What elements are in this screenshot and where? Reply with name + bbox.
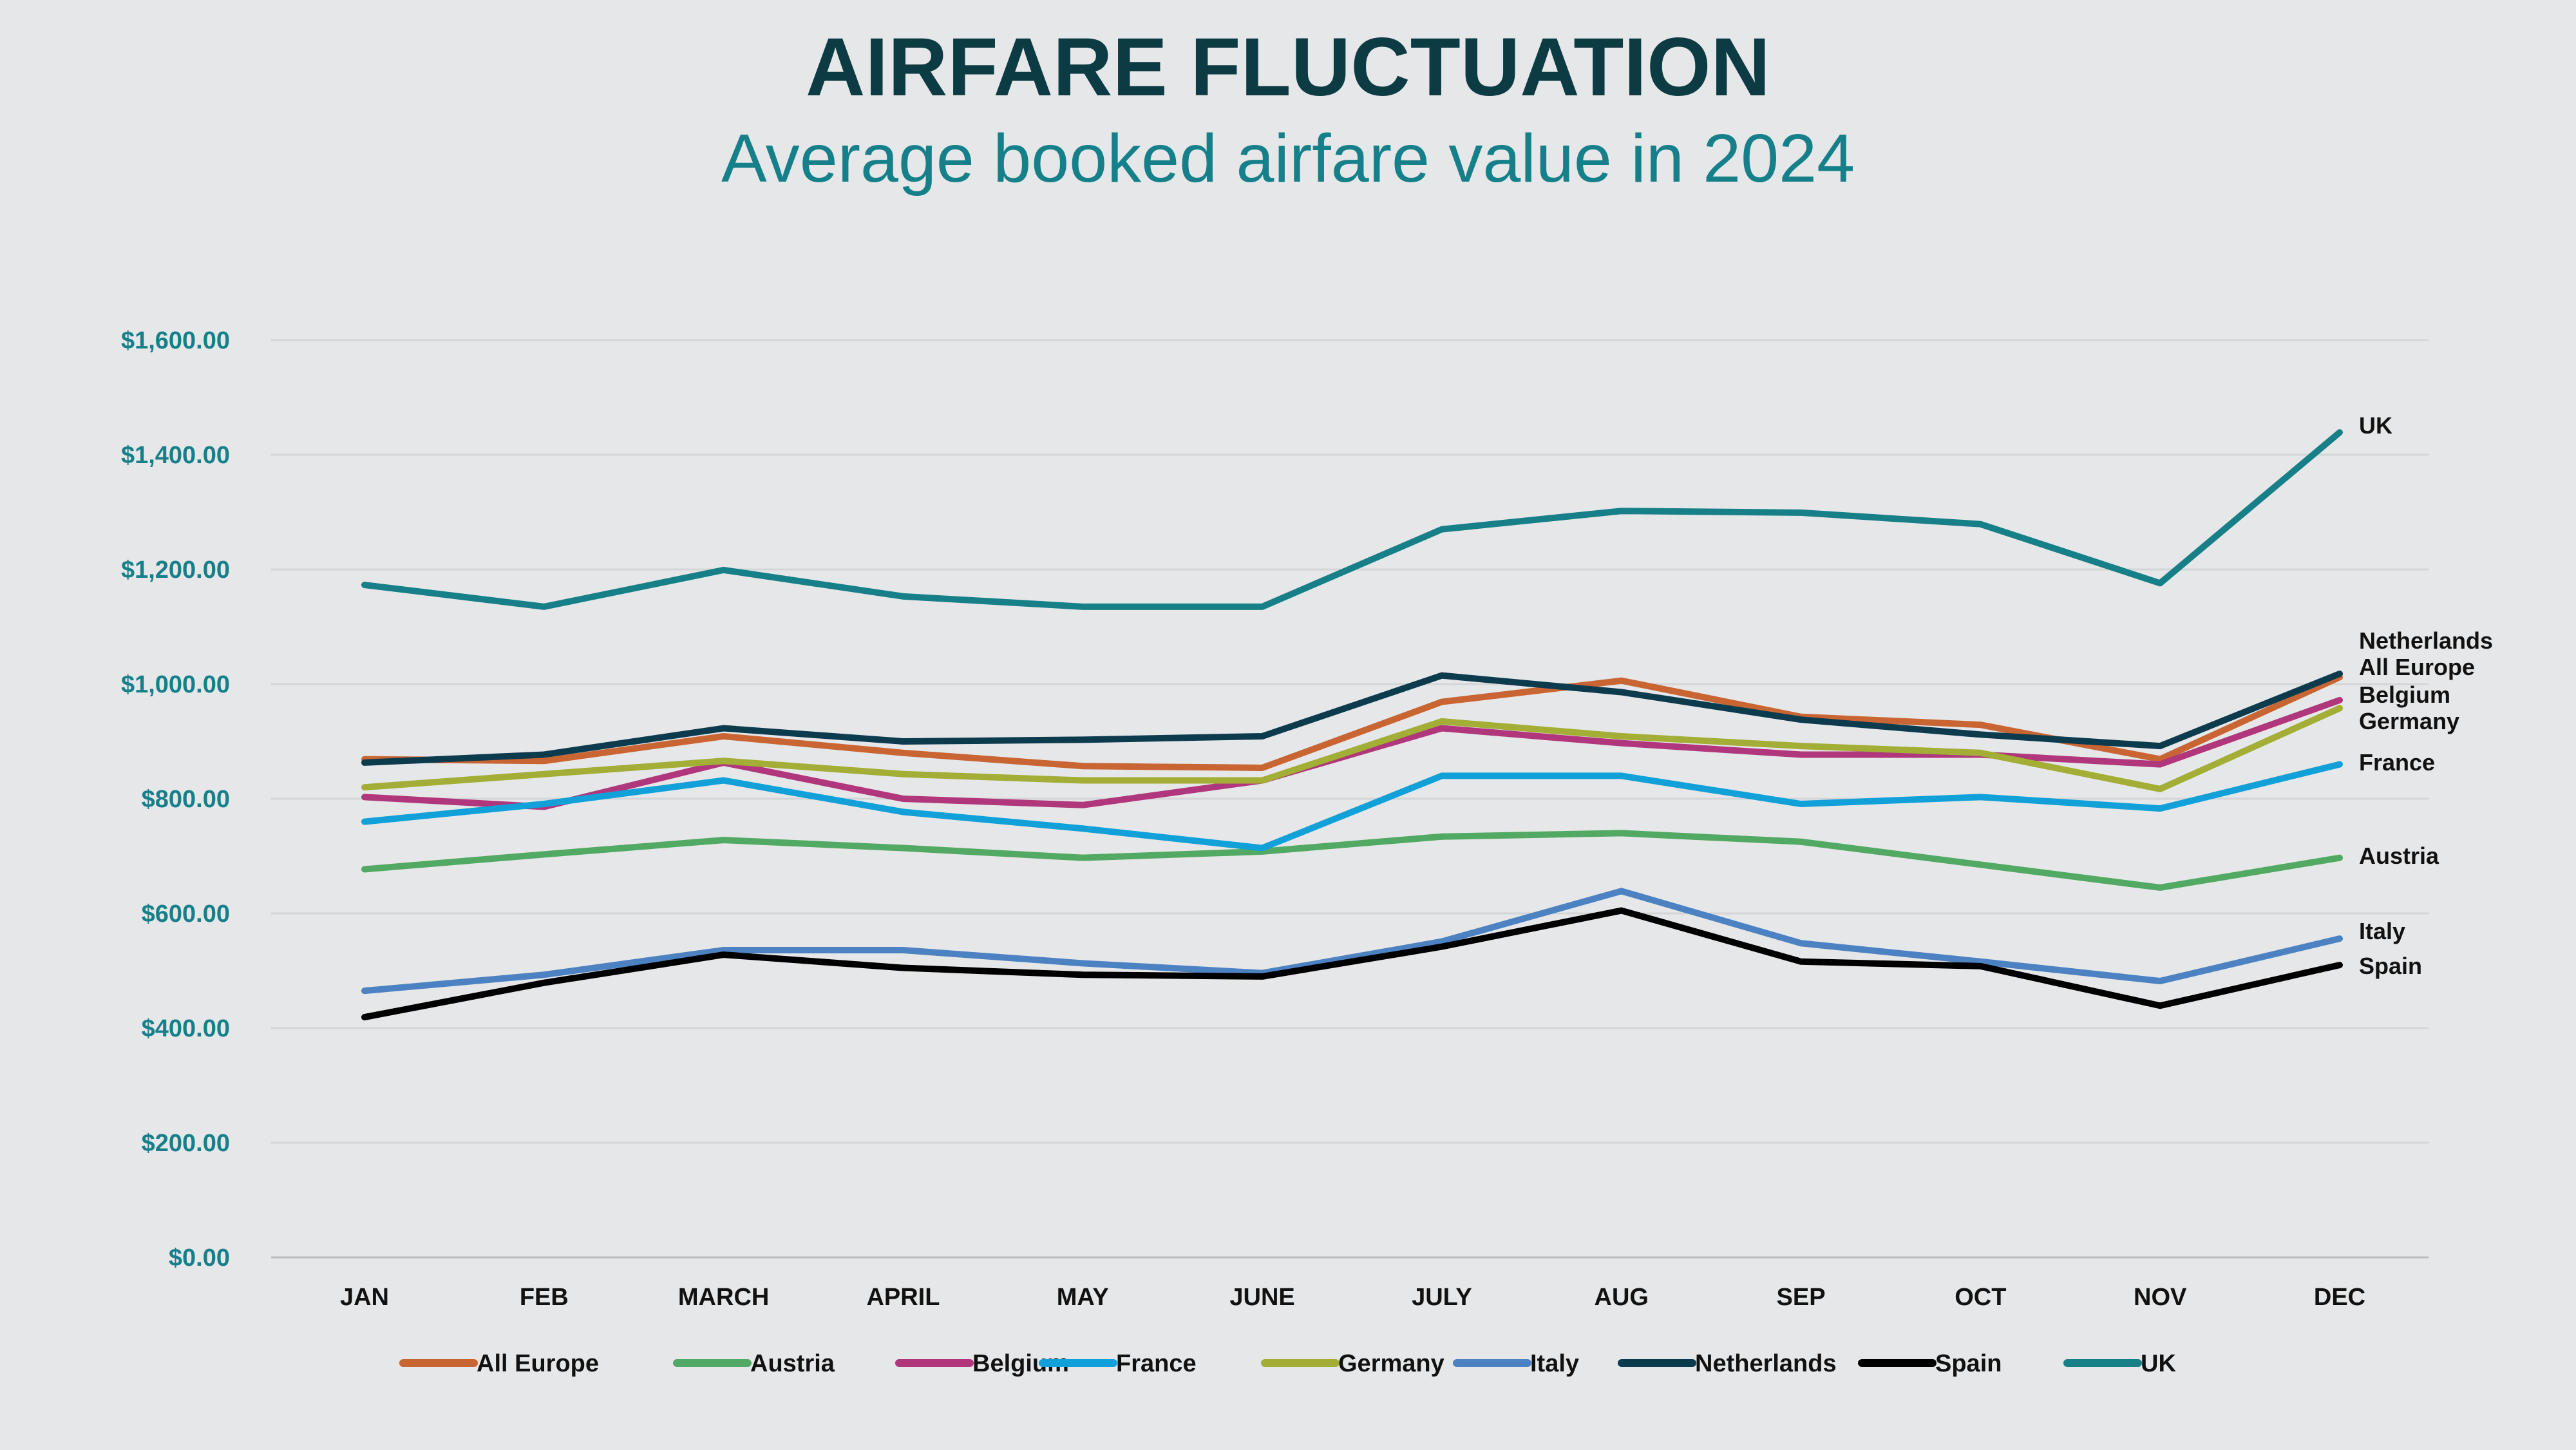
x-tick-label: DEC — [2314, 1284, 2365, 1311]
x-tick-label: FEB — [520, 1284, 569, 1311]
series-line-france — [361, 761, 2343, 852]
x-tick-label: MARCH — [678, 1284, 769, 1311]
chart-subtitle: Average booked airfare value in 2024 — [721, 120, 1855, 196]
y-tick-label: $1,200.00 — [121, 557, 230, 584]
series-line-uk — [361, 429, 2343, 610]
series-line-netherlands — [361, 670, 2343, 766]
legend-item: Spain — [1858, 1350, 2002, 1377]
legend-label: Italy — [1530, 1350, 1579, 1377]
legend-item: Italy — [1453, 1350, 1579, 1377]
y-tick-label: $200.00 — [142, 1130, 230, 1157]
y-tick-label: $400.00 — [142, 1015, 230, 1042]
legend-label: UK — [2141, 1350, 2176, 1377]
series-line-austria — [361, 830, 2343, 891]
x-tick-label: AUG — [1595, 1284, 1649, 1311]
legend-label: All Europe — [477, 1350, 599, 1377]
legend-item: UK — [2063, 1350, 2176, 1377]
x-tick-label: MAY — [1057, 1284, 1109, 1311]
series-line-germany — [361, 705, 2343, 792]
legend-item: Germany — [1261, 1350, 1444, 1377]
legend-item: Netherlands — [1618, 1350, 1837, 1377]
x-tick-label: OCT — [1955, 1284, 2006, 1311]
series-line-all-europe — [361, 674, 2343, 771]
legend-item: Austria — [673, 1350, 835, 1377]
y-tick-label: $1,600.00 — [121, 327, 230, 354]
y-tick-label: $1,400.00 — [121, 442, 230, 469]
x-tick-label: JUNE — [1229, 1284, 1294, 1311]
series-end-label: Belgium — [2359, 682, 2450, 708]
series-line-italy — [361, 888, 2343, 995]
x-tick-label: APRIL — [866, 1284, 940, 1311]
x-tick-label: JULY — [1412, 1284, 1472, 1311]
series-end-label: Spain — [2359, 953, 2422, 979]
legend-item: All Europe — [399, 1350, 599, 1377]
series-end-label: France — [2359, 749, 2435, 776]
x-tick-label: NOV — [2134, 1284, 2187, 1311]
series-end-label: UK — [2359, 412, 2392, 439]
series-end-label: All Europe — [2359, 654, 2475, 680]
chart-title: AIRFARE FLUCTUATION — [806, 21, 1770, 113]
y-tick-label: $1,000.00 — [121, 671, 230, 698]
y-tick-label: $600.00 — [142, 901, 230, 928]
series-end-label: Netherlands — [2359, 627, 2493, 654]
y-tick-label: $800.00 — [142, 786, 230, 813]
legend-item: France — [1039, 1350, 1197, 1377]
legend-label: France — [1116, 1350, 1197, 1377]
legend-label: Netherlands — [1695, 1350, 1837, 1377]
x-tick-label: JAN — [340, 1284, 389, 1311]
legend-label: Austria — [750, 1350, 835, 1377]
y-tick-label: $0.00 — [169, 1245, 230, 1272]
series-end-label: Germany — [2359, 708, 2459, 734]
legend-label: Germany — [1338, 1350, 1444, 1377]
series-line-spain — [361, 907, 2343, 1021]
legend-label: Spain — [1935, 1350, 2002, 1377]
series-end-label: Italy — [2359, 918, 2405, 944]
x-tick-label: SEP — [1777, 1284, 1826, 1311]
series-end-label: Austria — [2359, 843, 2439, 869]
